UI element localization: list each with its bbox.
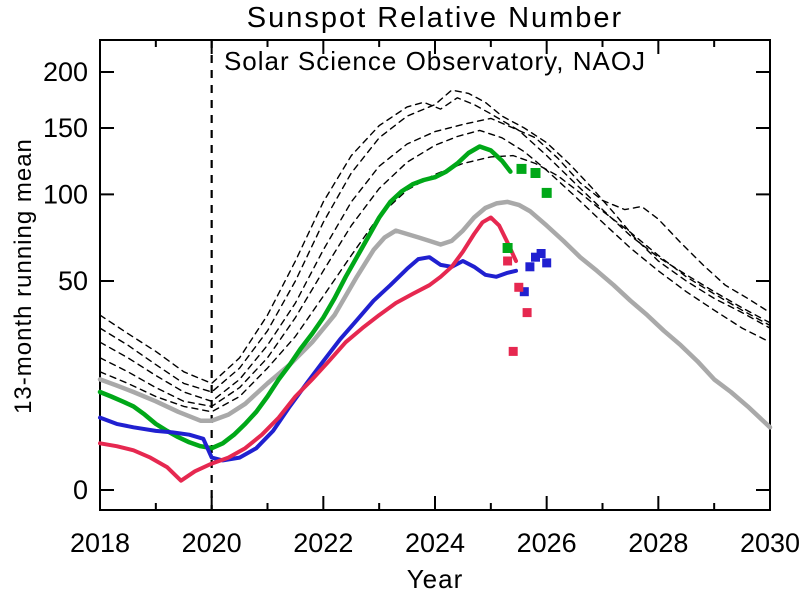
chart-subtitle: Solar Science Observatory, NAOJ — [223, 46, 647, 76]
series-dashed-cycle-4 — [99, 129, 771, 408]
marker-blue-squares — [519, 287, 529, 297]
chart-title: Sunspot Relative Number — [246, 2, 624, 34]
marker-blue-squares — [536, 249, 546, 258]
x-tick-label: 2028 — [628, 528, 688, 558]
series-dashed-cycle-5 — [99, 154, 771, 413]
x-tick-label: 2026 — [517, 528, 577, 558]
series-blue-line — [98, 255, 518, 463]
marker-green-squares — [541, 187, 552, 198]
series-dashed-cycle-1 — [99, 97, 771, 385]
series-red-line — [98, 215, 518, 483]
marker-green-squares — [530, 168, 541, 178]
x-tick-label: 2020 — [182, 528, 242, 558]
x-tick-label: 2022 — [293, 528, 353, 558]
x-axis-label: Year — [406, 564, 464, 594]
series-dashed-cycle-3 — [99, 117, 771, 402]
y-tick-label: 150 — [43, 113, 88, 143]
y-axis-label: 13-month running mean — [10, 138, 37, 414]
marker-blue-squares — [525, 262, 535, 272]
marker-red-squares — [508, 346, 518, 356]
y-tick-label: 0 — [73, 475, 88, 505]
marker-green-squares — [502, 243, 513, 253]
y-tick-label: 200 — [43, 57, 88, 87]
marker-red-squares — [514, 282, 524, 292]
series-gray-line — [97, 199, 773, 430]
x-tick-label: 2018 — [70, 528, 130, 558]
axis-ticks — [99, 40, 771, 510]
x-tick-label: 2030 — [740, 528, 800, 558]
marker-red-squares — [522, 308, 532, 318]
marker-blue-squares — [542, 258, 552, 268]
marker-red-squares — [503, 256, 513, 266]
marker-green-squares — [516, 163, 527, 174]
series-dashed-cycle-2 — [99, 89, 771, 393]
x-tick-label: 2024 — [405, 528, 465, 558]
y-tick-label: 100 — [43, 179, 88, 209]
y-tick-label: 50 — [58, 266, 88, 296]
marker-blue-squares — [531, 252, 540, 262]
